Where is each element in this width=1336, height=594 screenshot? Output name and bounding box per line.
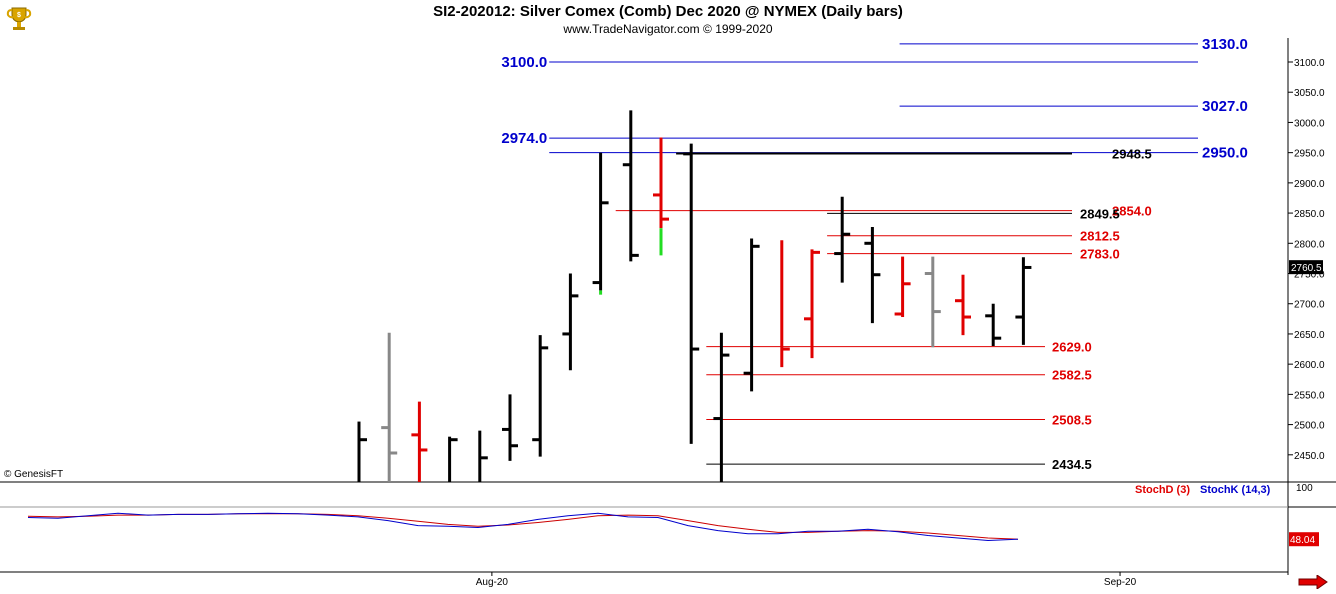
level-label: 2434.5: [1052, 457, 1092, 472]
chart-title: SI2-202012: Silver Comex (Comb) Dec 2020…: [433, 3, 903, 20]
red-right-arrow-icon[interactable]: [1298, 574, 1328, 590]
time-tick-label: Aug-20: [476, 577, 509, 588]
price-tick-label: 2600.0: [1294, 360, 1325, 371]
stoch-last-label: 48.04: [1290, 535, 1315, 546]
level-label: 2849.5: [1080, 206, 1120, 221]
price-tick-label: 2750.0: [1294, 270, 1325, 281]
price-tick-label: 2800.0: [1294, 239, 1325, 250]
price-tick-label: 2500.0: [1294, 421, 1325, 432]
level-label: 2582.5: [1052, 368, 1092, 383]
last-price-box: [1289, 260, 1323, 275]
copyright-label: © GenesisFT: [4, 469, 64, 480]
stoch-legend-label: StochK (14,3): [1200, 484, 1271, 496]
stoch-axis-label: 100: [1296, 483, 1313, 494]
level-label: 2812.5: [1080, 229, 1120, 244]
chart-subtitle: www.TradeNavigator.com © 1999-2020: [563, 22, 773, 36]
price-tick-label: 2850.0: [1294, 209, 1325, 220]
price-tick-label: 2700.0: [1294, 300, 1325, 311]
stoch-legend-label: StochD (3): [1135, 484, 1190, 496]
last-price-label: 2760.5: [1291, 263, 1322, 274]
level-label: 2854.0: [1112, 204, 1152, 219]
level-label: 2948.5: [1112, 147, 1152, 162]
level-label: 2508.5: [1052, 412, 1092, 427]
price-tick-label: 3100.0: [1294, 58, 1325, 69]
stoch-k-line: [27, 512, 1019, 542]
price-tick-label: 3000.0: [1294, 118, 1325, 129]
level-label: 2629.0: [1052, 340, 1092, 355]
price-tick-label: 2900.0: [1294, 179, 1325, 190]
price-tick-label: 3050.0: [1294, 88, 1325, 99]
level-label: 3027.0: [1202, 98, 1248, 115]
gold-trophy-icon: $: [4, 4, 34, 34]
price-tick-label: 2450.0: [1294, 451, 1325, 462]
price-tick-label: 2950.0: [1294, 149, 1325, 160]
stoch-last-box: [1289, 532, 1319, 547]
stoch-d-line: [27, 513, 1019, 540]
level-label: 2783.0: [1080, 247, 1120, 262]
level-label: 2950.0: [1202, 145, 1248, 162]
time-tick-label: Sep-20: [1104, 577, 1137, 588]
level-label: 3130.0: [1202, 36, 1248, 53]
level-label: 3100.0: [501, 54, 547, 71]
price-tick-label: 2650.0: [1294, 330, 1325, 341]
price-tick-label: 2550.0: [1294, 390, 1325, 401]
svg-text:$: $: [17, 12, 21, 19]
level-label: 2974.0: [501, 130, 547, 147]
